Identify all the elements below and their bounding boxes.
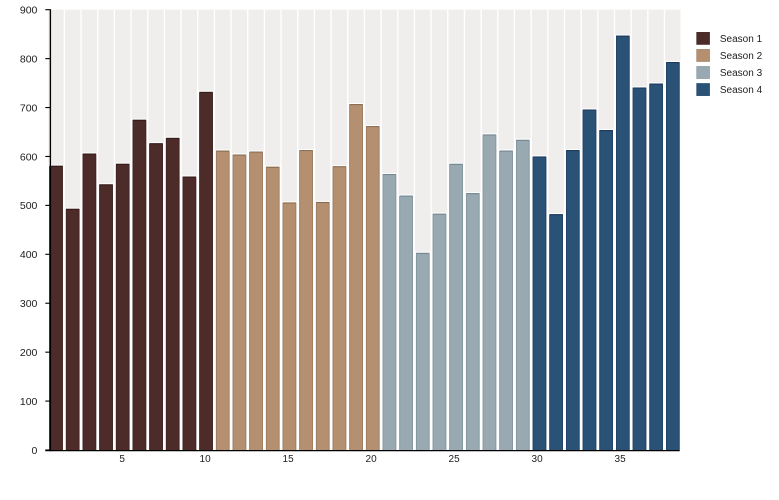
svg-text:400: 400 [20, 249, 38, 261]
svg-text:Season 2: Season 2 [720, 51, 763, 62]
svg-text:300: 300 [20, 298, 38, 310]
svg-text:Season 4: Season 4 [720, 85, 763, 96]
svg-text:10: 10 [200, 454, 212, 465]
svg-text:Season 3: Season 3 [720, 68, 763, 79]
svg-text:600: 600 [20, 151, 38, 163]
svg-text:35: 35 [615, 454, 627, 465]
svg-text:30: 30 [532, 454, 544, 465]
svg-text:Season 1: Season 1 [720, 34, 763, 45]
svg-text:20: 20 [366, 454, 378, 465]
svg-text:0: 0 [32, 445, 38, 457]
svg-text:5: 5 [119, 454, 125, 465]
svg-text:15: 15 [283, 454, 295, 465]
svg-text:700: 700 [20, 102, 38, 114]
svg-text:800: 800 [20, 53, 38, 65]
svg-text:500: 500 [20, 200, 38, 212]
svg-text:200: 200 [20, 347, 38, 359]
svg-text:900: 900 [20, 5, 38, 17]
svg-text:100: 100 [20, 396, 38, 408]
svg-text:25: 25 [449, 454, 461, 465]
